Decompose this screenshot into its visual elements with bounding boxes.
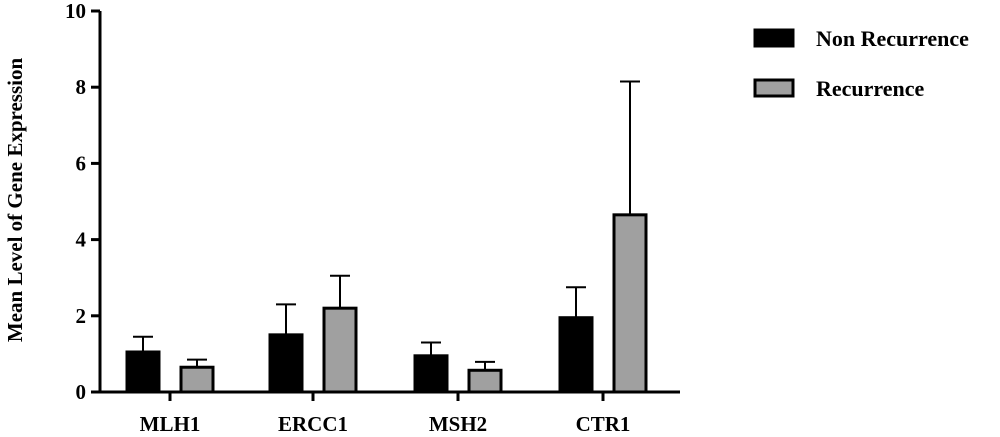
bar-recurrence	[612, 213, 648, 394]
y-tick-label: 4	[76, 228, 87, 252]
bar-non-recurrence	[125, 350, 161, 394]
bars	[125, 80, 648, 394]
y-tick-label: 6	[76, 151, 87, 175]
legend-label: Non Recurrence	[816, 26, 969, 51]
y-axis-label: Mean Level of Gene Expression	[3, 58, 27, 343]
x-tick-label: CTR1	[576, 412, 631, 436]
x-axis: MLH1 ERCC1 MSH2 CTR1	[98, 390, 680, 436]
bar-non-recurrence	[413, 354, 449, 394]
bar-non-recurrence	[268, 333, 304, 394]
x-tick-label: ERCC1	[278, 412, 348, 436]
bar-recurrence	[467, 368, 503, 394]
y-tick-label: 10	[65, 0, 86, 23]
legend: Non Recurrence Recurrence	[753, 26, 969, 101]
legend-swatch	[753, 78, 795, 98]
x-tick-label: MSH2	[429, 412, 487, 436]
y-tick-label: 0	[76, 380, 87, 404]
bar-recurrence	[179, 365, 215, 394]
y-tick-label: 8	[76, 75, 87, 99]
legend-label: Recurrence	[816, 76, 925, 101]
y-axis: 0 2 4 6 8 10	[65, 0, 102, 404]
x-tick-label: MLH1	[140, 412, 201, 436]
bar-recurrence	[322, 306, 358, 394]
bar-non-recurrence	[558, 316, 594, 394]
y-tick-label: 2	[76, 304, 87, 328]
legend-swatch	[753, 28, 795, 48]
